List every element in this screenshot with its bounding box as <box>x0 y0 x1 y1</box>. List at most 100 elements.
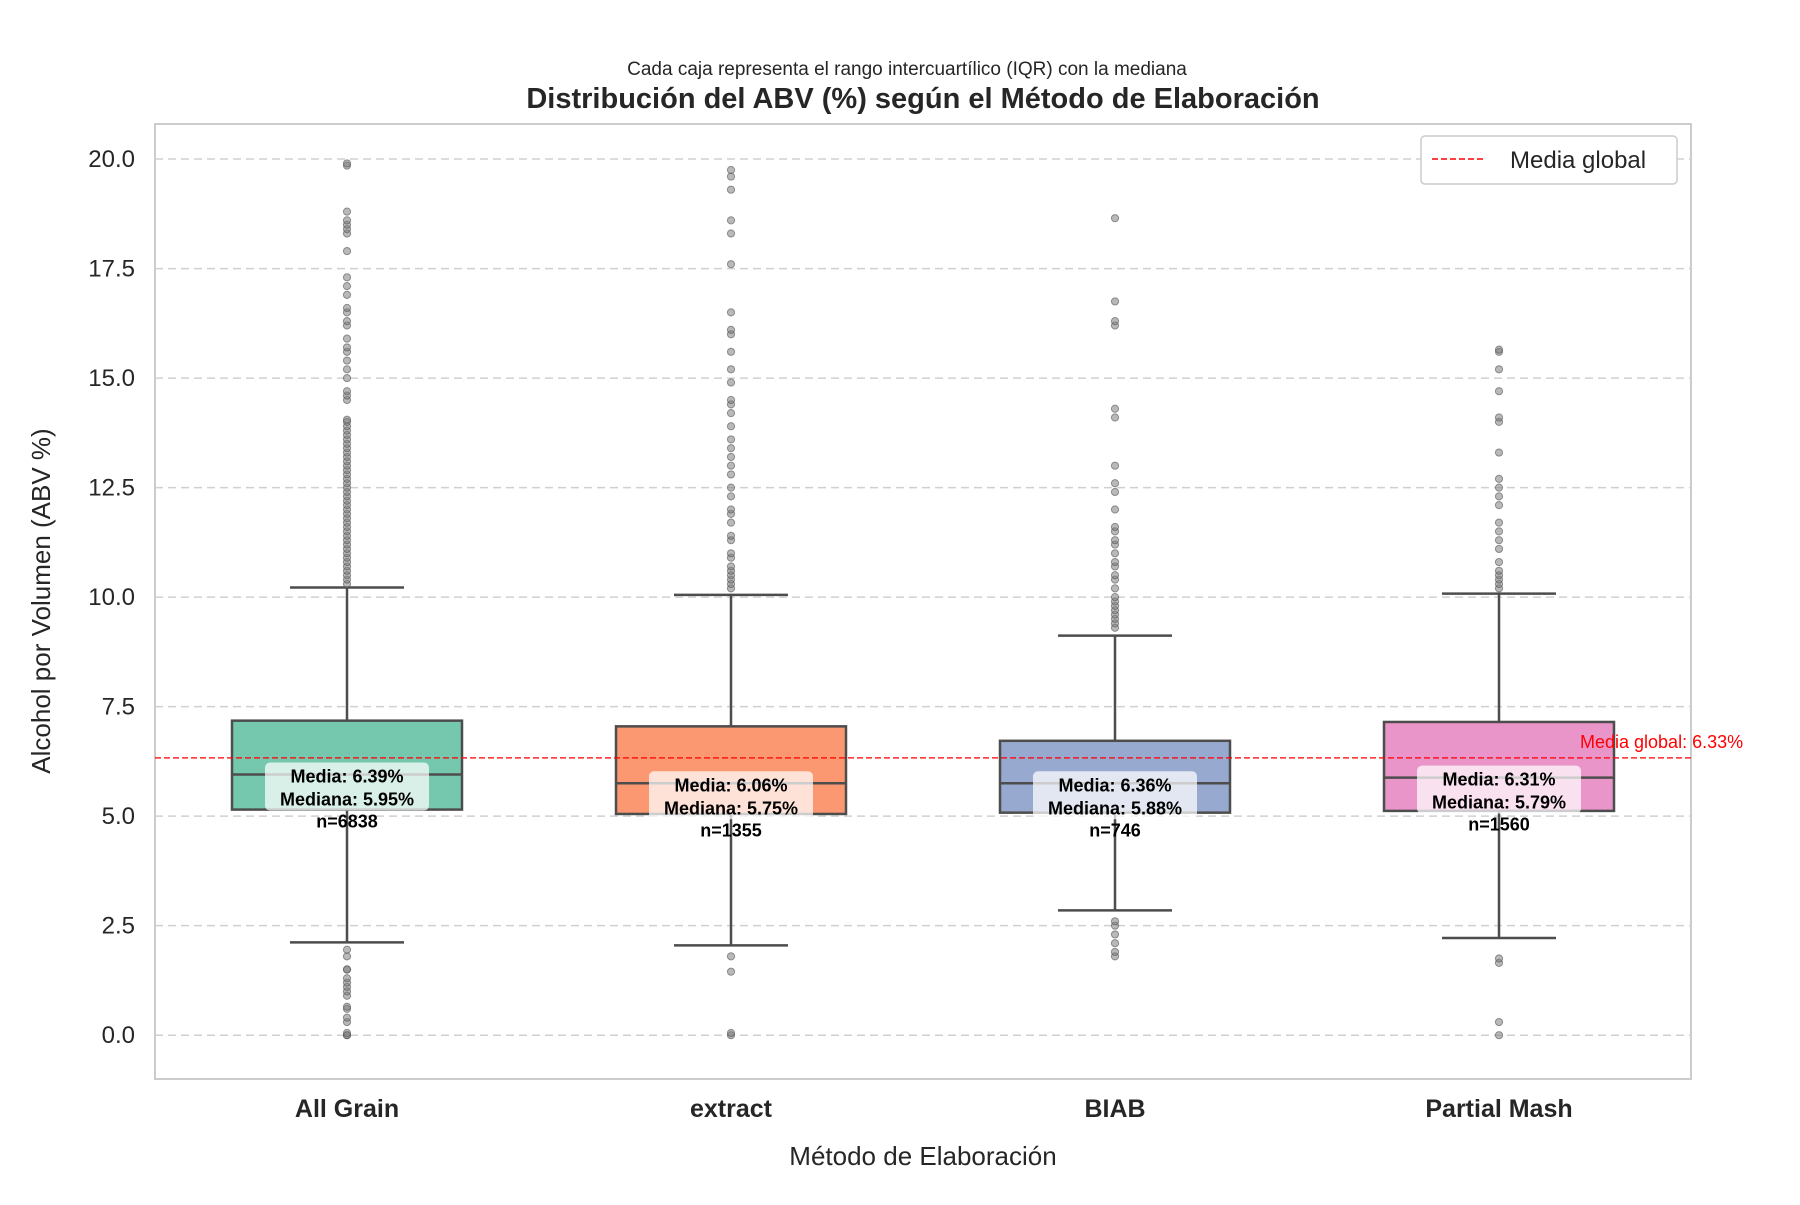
outlier-point <box>1110 939 1120 948</box>
y-tick-label: 5.0 <box>102 803 135 830</box>
outlier-point <box>726 435 736 444</box>
outlier-point <box>726 492 736 501</box>
median-label: Mediana: 5.75% <box>664 798 798 818</box>
outlier-point <box>1494 448 1504 457</box>
outlier-point <box>726 1028 736 1038</box>
outlier-point <box>1110 461 1120 470</box>
chart-title: Distribución del ABV (%) según el Método… <box>526 83 1319 115</box>
outlier-point <box>342 216 352 225</box>
mean-label: Media: 6.36% <box>1058 775 1171 795</box>
outlier-point <box>726 531 736 540</box>
outlier-point <box>726 452 736 462</box>
outlier-point <box>342 207 352 216</box>
outlier-point <box>342 343 352 352</box>
n-label: n=1355 <box>700 820 762 840</box>
x-axis-label: Método de Elaboración <box>789 1141 1056 1171</box>
outlier-point <box>1110 487 1120 497</box>
outlier-point <box>1110 557 1120 567</box>
outlier-point <box>1494 518 1504 527</box>
outlier-point <box>726 470 736 479</box>
outlier-point <box>726 216 736 225</box>
outlier-point <box>726 325 736 334</box>
outlier-point <box>726 378 736 387</box>
stats-label-bg <box>265 762 429 811</box>
x-tick-label: BIAB <box>1084 1095 1145 1123</box>
outlier-point <box>726 165 736 175</box>
y-tick-label: 0.0 <box>102 1022 135 1049</box>
stats-label-bg <box>1033 771 1197 820</box>
outlier-point <box>1494 1031 1504 1040</box>
outlier-point <box>1494 483 1504 492</box>
mean-label: Media: 6.31% <box>1442 770 1555 790</box>
outlier-point <box>1110 584 1120 593</box>
outlier-point <box>1494 474 1504 483</box>
outlier-point <box>342 974 352 983</box>
outlier-point <box>726 549 736 558</box>
global-mean-label: Media global: 6.33% <box>1580 732 1743 752</box>
outlier-point <box>342 334 352 343</box>
outlier-point <box>1110 505 1120 514</box>
outlier-point <box>726 229 736 238</box>
median-label: Mediana: 5.79% <box>1432 793 1566 813</box>
y-tick-label: 15.0 <box>88 365 135 392</box>
outlier-point <box>1110 930 1120 939</box>
outlier-point <box>342 373 352 383</box>
outlier-point <box>726 967 736 976</box>
y-tick-label: 2.5 <box>102 913 135 940</box>
outlier-point <box>726 505 736 514</box>
outlier-point <box>342 281 352 291</box>
outlier-point <box>342 317 352 326</box>
outlier-point <box>1494 387 1504 396</box>
n-label: n=746 <box>1089 820 1141 840</box>
outlier-point <box>342 290 352 299</box>
outlier-point <box>1110 947 1120 957</box>
outlier-point <box>726 308 736 317</box>
outlier-point <box>342 387 352 396</box>
global-mean: Media global: 6.33% <box>155 732 1743 759</box>
outlier-point <box>726 409 736 418</box>
plot-frame <box>154 123 1692 1080</box>
outlier-point <box>1110 593 1120 602</box>
outlier-point <box>726 518 736 527</box>
stats-label-bg <box>649 771 813 820</box>
outlier-point <box>342 273 352 282</box>
x-tick-label: All Grain <box>295 1095 399 1123</box>
grid-lines <box>155 158 1691 1036</box>
outlier-point <box>342 1028 352 1038</box>
x-tick-labels: All Grain extract BIAB Partial Mash <box>295 1095 1573 1123</box>
outlier-point <box>342 1002 352 1011</box>
outlier-point <box>1494 501 1504 510</box>
mean-label: Media: 6.06% <box>674 775 787 795</box>
median-label: Mediana: 5.95% <box>280 790 414 810</box>
stats-label-bg <box>1417 765 1581 814</box>
outlier-point <box>726 444 736 453</box>
outlier-point <box>1494 536 1504 545</box>
outlier-point <box>1494 365 1504 374</box>
outlier-point <box>342 159 352 168</box>
box-group-extract: Media: 6.06% Mediana: 5.75%n=1355 <box>614 165 848 1040</box>
legend-frame <box>1420 135 1678 185</box>
legend: Media global <box>1420 135 1678 185</box>
outlier-point <box>1494 566 1504 575</box>
outlier-point <box>726 365 736 374</box>
outlier-point <box>1110 413 1120 422</box>
outlier-point <box>342 246 352 256</box>
outlier-point <box>1110 317 1120 326</box>
y-tick-label: 17.5 <box>88 256 135 283</box>
outlier-point <box>1494 1017 1504 1027</box>
outlier-point <box>1110 214 1120 223</box>
outlier-point <box>1110 404 1120 413</box>
outlier-point <box>342 365 352 374</box>
x-tick-label: extract <box>690 1095 773 1123</box>
outlier-point <box>1494 557 1504 567</box>
y-tick-label: 12.5 <box>88 475 135 502</box>
y-axis-label: Alcohol por Volumen (ABV %) <box>26 428 56 773</box>
outlier-point <box>726 952 736 961</box>
box-group-partial-mash: Media: 6.31% Mediana: 5.79%n=1560 <box>1382 345 1616 1040</box>
outlier-point <box>726 395 736 405</box>
y-tick-labels: 0.0 2.5 5.0 7.5 10.0 12.5 15.0 17.5 20.0 <box>88 146 135 1049</box>
outlier-point <box>726 260 736 269</box>
